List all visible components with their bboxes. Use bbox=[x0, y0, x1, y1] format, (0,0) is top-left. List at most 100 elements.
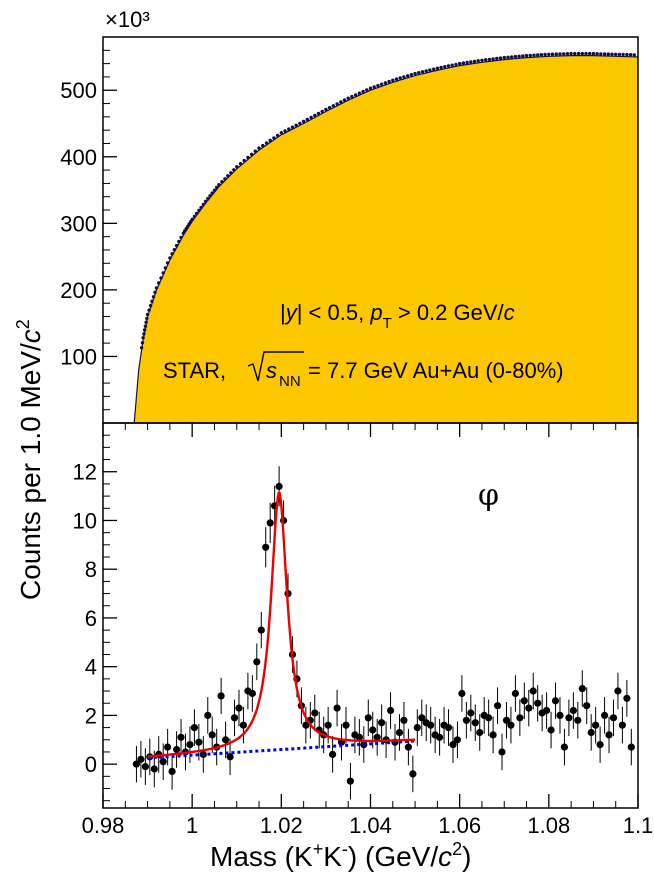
rapidity-symbol: y bbox=[284, 300, 299, 325]
mixed-event-point bbox=[383, 81, 388, 85]
x-tick-label: 1.04 bbox=[349, 813, 392, 838]
pt-symbol: p bbox=[369, 300, 382, 325]
signal-data-point bbox=[556, 711, 564, 720]
bottom-panel: 0 2 4 6 8 10 12 0.98 1 1.02 1.04 1.06 1.08 1.1 φ bbox=[73, 422, 654, 838]
signal-data-point bbox=[164, 743, 172, 751]
mixed-event-point bbox=[229, 171, 233, 175]
mixed-event-point bbox=[287, 127, 291, 131]
mixed-event-point bbox=[398, 76, 402, 80]
signal-data-point bbox=[378, 719, 386, 727]
mixed-event-point bbox=[145, 312, 150, 317]
signal-data-point bbox=[226, 753, 234, 761]
mixed-event-point bbox=[246, 155, 250, 160]
signal-data-point bbox=[587, 728, 595, 737]
mixed-event-point bbox=[569, 51, 573, 56]
signal-data-point bbox=[476, 728, 484, 737]
mixed-event-point bbox=[547, 52, 551, 56]
mixed-event-point bbox=[174, 243, 179, 248]
signal-data-point bbox=[543, 706, 551, 715]
mixed-event-point bbox=[376, 83, 380, 88]
mixed-event-point bbox=[487, 57, 492, 62]
mixed-event-point bbox=[372, 85, 376, 89]
mixed-event-point bbox=[591, 51, 596, 56]
signal-data-point bbox=[333, 704, 341, 712]
signal-data-point bbox=[449, 741, 457, 749]
mixed-event-point bbox=[394, 77, 399, 81]
x-title-k: K bbox=[323, 841, 342, 872]
signal-data-point bbox=[502, 716, 511, 724]
signal-data-point bbox=[458, 689, 466, 698]
mixed-event-point bbox=[368, 86, 373, 90]
background-fit-line bbox=[147, 739, 416, 760]
mixed-event-point bbox=[192, 214, 197, 219]
x-title-c: c bbox=[438, 841, 452, 872]
signal-data-point bbox=[485, 714, 493, 722]
signal-data-point bbox=[609, 714, 618, 722]
pt-cut-text: > 0.2 GeV/ bbox=[392, 300, 505, 325]
mixed-event-point bbox=[316, 111, 321, 116]
mixed-event-point bbox=[197, 208, 201, 213]
signal-data-point bbox=[159, 758, 167, 766]
kinematic-cut-annotation: |y| < 0.5, pT > 0.2 GeV/c bbox=[280, 300, 515, 332]
bottom-y-tick-label: 2 bbox=[85, 703, 97, 728]
x-axis-title: Mass (K+K-) (GeV/c2) bbox=[210, 839, 471, 872]
mixed-event-point bbox=[387, 79, 391, 84]
signal-data-point bbox=[141, 763, 149, 771]
x-tick-label: 1 bbox=[186, 813, 198, 838]
signal-data-point bbox=[453, 736, 461, 744]
signal-data-point bbox=[168, 767, 176, 776]
mixed-event-point bbox=[461, 61, 466, 65]
phi-label: φ bbox=[478, 478, 499, 513]
mixed-event-point bbox=[584, 51, 588, 56]
bottom-y-tick-label: 4 bbox=[85, 655, 97, 680]
mixed-event-point bbox=[261, 143, 265, 148]
signal-data-point bbox=[369, 726, 377, 734]
signal-fit-curve bbox=[147, 491, 416, 758]
x-tick-label: 0.98 bbox=[82, 813, 125, 838]
mixed-event-point bbox=[435, 66, 440, 71]
signal-data-point bbox=[150, 765, 158, 773]
mixed-event-point bbox=[406, 74, 410, 78]
y-axis-title: Counts per 1.0 MeV/c2 bbox=[13, 319, 46, 600]
x-title-plus: + bbox=[313, 839, 324, 859]
signal-data-point bbox=[427, 721, 435, 729]
x-title-minus: - bbox=[342, 839, 348, 859]
signal-data-point bbox=[574, 716, 582, 724]
signal-data-point bbox=[275, 482, 283, 490]
signal-data-point bbox=[342, 721, 350, 729]
signal-data-point bbox=[132, 760, 140, 768]
signal-data-point bbox=[208, 731, 216, 739]
mixed-event-point bbox=[536, 53, 540, 57]
mixed-event-point bbox=[443, 65, 447, 69]
signal-data-point bbox=[498, 748, 506, 756]
mixed-event-point bbox=[532, 53, 536, 57]
mixed-event-point bbox=[409, 73, 414, 77]
signal-data-point bbox=[173, 745, 181, 754]
mixed-event-point bbox=[190, 217, 194, 221]
y-title-counts: Counts per 1.0 MeV/ bbox=[15, 343, 46, 600]
signal-data-point bbox=[266, 519, 274, 527]
rapidity-cut-text: | < 0.5, bbox=[297, 300, 371, 325]
signal-data-point bbox=[302, 721, 310, 729]
x-tick-label: 1.1 bbox=[623, 813, 654, 838]
mixed-event-point bbox=[298, 121, 302, 126]
pt-unit-c: c bbox=[504, 300, 515, 325]
signal-data-point bbox=[373, 733, 381, 741]
pt-subscript: T bbox=[383, 315, 392, 332]
signal-data-point bbox=[311, 709, 319, 717]
y-title-square: 2 bbox=[13, 319, 33, 329]
mixed-event-point bbox=[595, 52, 599, 56]
mixed-event-point bbox=[521, 54, 525, 58]
signal-data-point bbox=[507, 721, 515, 729]
x-title-close: ) bbox=[462, 841, 471, 872]
mixed-event-point bbox=[324, 107, 328, 112]
mixed-event-point bbox=[517, 54, 521, 58]
collision-system-label: = 7.7 GeV Au+Au (0-80%) bbox=[308, 358, 564, 383]
mixed-event-point bbox=[335, 102, 339, 106]
mixed-event-point bbox=[253, 149, 257, 153]
mixed-event-point bbox=[268, 138, 272, 143]
mixed-event-point bbox=[208, 194, 212, 198]
mixed-event-point bbox=[476, 59, 480, 63]
signal-data-point bbox=[239, 721, 247, 729]
mixed-event-point bbox=[232, 168, 236, 172]
